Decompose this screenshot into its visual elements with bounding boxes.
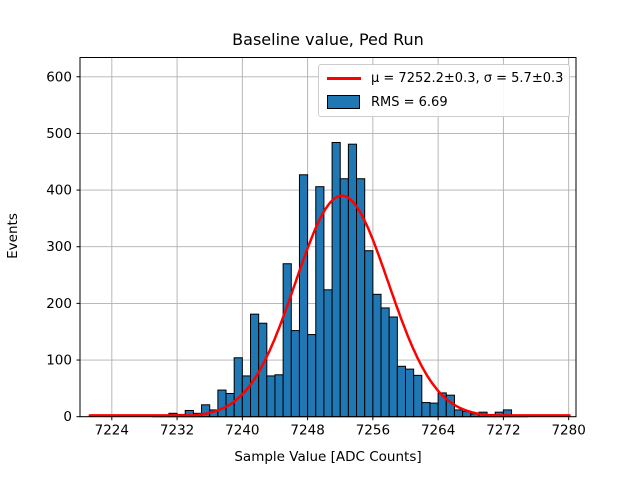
gaussian-fit-curve bbox=[88, 194, 571, 417]
histogram-bar bbox=[298, 174, 309, 418]
histogram-bar bbox=[274, 374, 284, 418]
y-tick-label: 400 bbox=[46, 183, 72, 199]
histogram-bar bbox=[388, 316, 398, 418]
y-tick-label: 300 bbox=[46, 239, 72, 255]
histogram-bar bbox=[266, 375, 276, 418]
x-tick-label: 7272 bbox=[486, 423, 520, 439]
y-axis-label: Events bbox=[5, 213, 21, 259]
legend-box: μ = 7252.2±0.3, σ = 5.7±0.3 RMS = 6.69 bbox=[318, 64, 570, 117]
histogram-bar bbox=[307, 334, 317, 418]
x-tick-label: 7248 bbox=[290, 423, 324, 439]
y-tick-label: 600 bbox=[46, 69, 72, 85]
x-tick-label: 7240 bbox=[225, 423, 259, 439]
legend-fit-label: μ = 7252.2±0.3, σ = 5.7±0.3 bbox=[371, 71, 564, 87]
histogram-bar bbox=[405, 368, 415, 418]
legend-rms-label: RMS = 6.69 bbox=[371, 94, 448, 110]
histogram-patch-swatch-wrap bbox=[327, 95, 363, 110]
x-axis-label: Sample Value [ADC Counts] bbox=[234, 449, 422, 465]
histogram-patch-swatch-icon bbox=[327, 95, 360, 110]
histogram-bar bbox=[421, 402, 431, 418]
histogram-bar bbox=[429, 402, 439, 418]
histogram-bar bbox=[364, 250, 374, 418]
x-tick-label: 7232 bbox=[160, 423, 194, 439]
histogram-bar bbox=[380, 307, 390, 418]
fit-line-swatch-icon bbox=[327, 77, 361, 81]
histogram-bar bbox=[331, 141, 341, 418]
x-tick-label: 7224 bbox=[95, 423, 129, 439]
x-tick-label: 7264 bbox=[421, 423, 455, 439]
chart-title: Baseline value, Ped Run bbox=[232, 30, 424, 49]
histogram-bar bbox=[323, 289, 333, 418]
y-tick-label: 0 bbox=[63, 409, 72, 425]
y-tick-label: 100 bbox=[46, 353, 72, 369]
histogram-bar bbox=[233, 357, 243, 418]
legend-entry-rms: RMS = 6.69 bbox=[327, 91, 561, 115]
histogram-bar bbox=[250, 313, 260, 418]
legend-entry-fit: μ = 7252.2±0.3, σ = 5.7±0.3 bbox=[327, 67, 564, 91]
histogram-bar bbox=[453, 409, 464, 418]
histogram-bar bbox=[339, 178, 349, 418]
axes-frame bbox=[79, 57, 577, 418]
x-tick-label: 7256 bbox=[356, 423, 390, 439]
y-tick-label: 200 bbox=[46, 296, 72, 312]
x-tick-label: 7280 bbox=[551, 423, 585, 439]
histogram-bar bbox=[282, 263, 292, 418]
histogram-bar bbox=[217, 389, 227, 418]
histogram-bar bbox=[347, 143, 358, 418]
histogram-bar bbox=[372, 293, 382, 418]
histogram-bar bbox=[290, 330, 300, 418]
histogram-bar bbox=[396, 365, 406, 418]
histogram-bar bbox=[241, 375, 251, 418]
y-tick-label: 500 bbox=[46, 126, 72, 142]
fit-line-swatch-wrap bbox=[327, 77, 363, 81]
histogram-bar bbox=[413, 374, 423, 418]
